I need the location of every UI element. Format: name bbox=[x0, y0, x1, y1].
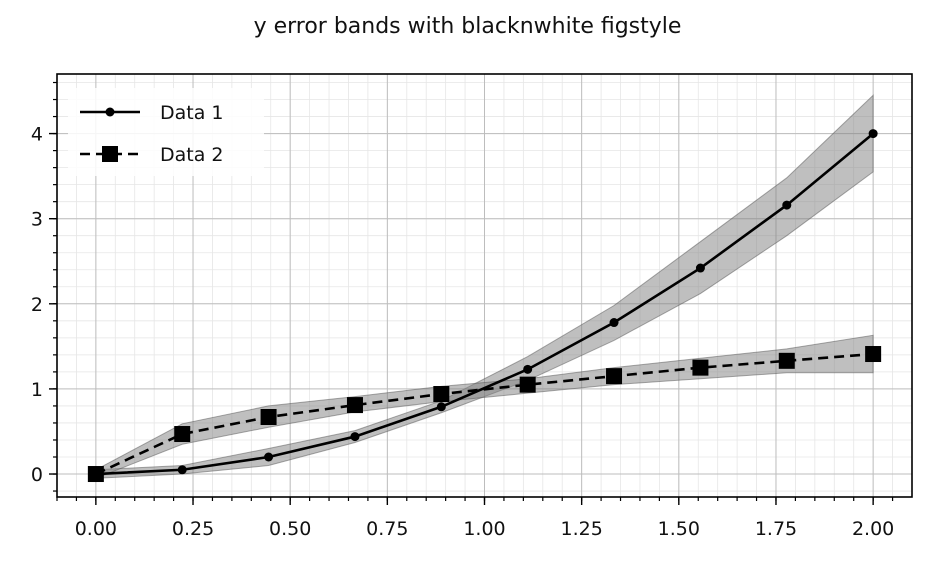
x-tick-label: 0.00 bbox=[75, 518, 117, 540]
data-point-series-1 bbox=[523, 364, 533, 374]
axis-tick-labels: 0.00 0.25 0.50 0.75 1.00 1.25 1.50 1.75 2.00 0 1 2 3… bbox=[31, 124, 894, 540]
data-point-series-1 bbox=[177, 465, 187, 475]
data-point-series-1 bbox=[609, 318, 619, 328]
error-band-series-1 bbox=[95, 94, 874, 479]
y-tick-label: 3 bbox=[31, 209, 43, 231]
data-point-series-1 bbox=[436, 402, 446, 412]
legend-marker-series-1 bbox=[105, 107, 115, 117]
data-point-series-2 bbox=[519, 376, 536, 393]
x-tick-label: 0.25 bbox=[172, 518, 214, 540]
data-point-series-1 bbox=[350, 432, 360, 442]
series-lines bbox=[95, 132, 874, 476]
legend-label-series-2: Data 2 bbox=[160, 144, 224, 166]
data-point-series-1 bbox=[868, 129, 878, 139]
data-point-series-1 bbox=[782, 200, 792, 210]
x-tick-label: 1.75 bbox=[755, 518, 797, 540]
x-tick-label: 0.50 bbox=[269, 518, 311, 540]
data-point-series-2 bbox=[433, 386, 450, 403]
data-point-series-1 bbox=[695, 263, 705, 273]
legend: Data 1 Data 2 bbox=[68, 88, 264, 176]
axis-ticks bbox=[49, 81, 894, 505]
legend-marker-series-2 bbox=[102, 146, 118, 162]
data-point-series-2 bbox=[174, 426, 191, 443]
major-grid bbox=[57, 74, 912, 497]
data-point-series-2 bbox=[346, 397, 363, 414]
series-markers bbox=[87, 129, 882, 483]
x-tick-label: 0.75 bbox=[366, 518, 408, 540]
chart-title: y error bands with blacknwhite figstyle bbox=[253, 14, 682, 39]
y-tick-label: 1 bbox=[31, 379, 43, 401]
line-series-2 bbox=[95, 352, 874, 476]
data-point-series-2 bbox=[778, 352, 795, 369]
y-tick-label: 4 bbox=[31, 124, 43, 146]
legend-box bbox=[68, 88, 264, 176]
data-point-series-2 bbox=[87, 466, 104, 483]
data-point-series-2 bbox=[606, 368, 623, 385]
legend-label-series-1: Data 1 bbox=[160, 102, 224, 124]
y-tick-label: 0 bbox=[31, 464, 43, 486]
x-tick-label: 1.25 bbox=[561, 518, 603, 540]
x-tick-label: 2.00 bbox=[852, 518, 894, 540]
x-tick-label: 1.50 bbox=[658, 518, 700, 540]
y-tick-label: 2 bbox=[31, 294, 43, 316]
data-point-series-2 bbox=[692, 359, 709, 376]
data-point-series-2 bbox=[260, 408, 277, 425]
data-point-series-2 bbox=[865, 346, 882, 363]
x-tick-label: 1.00 bbox=[463, 518, 505, 540]
data-point-series-1 bbox=[264, 452, 274, 462]
